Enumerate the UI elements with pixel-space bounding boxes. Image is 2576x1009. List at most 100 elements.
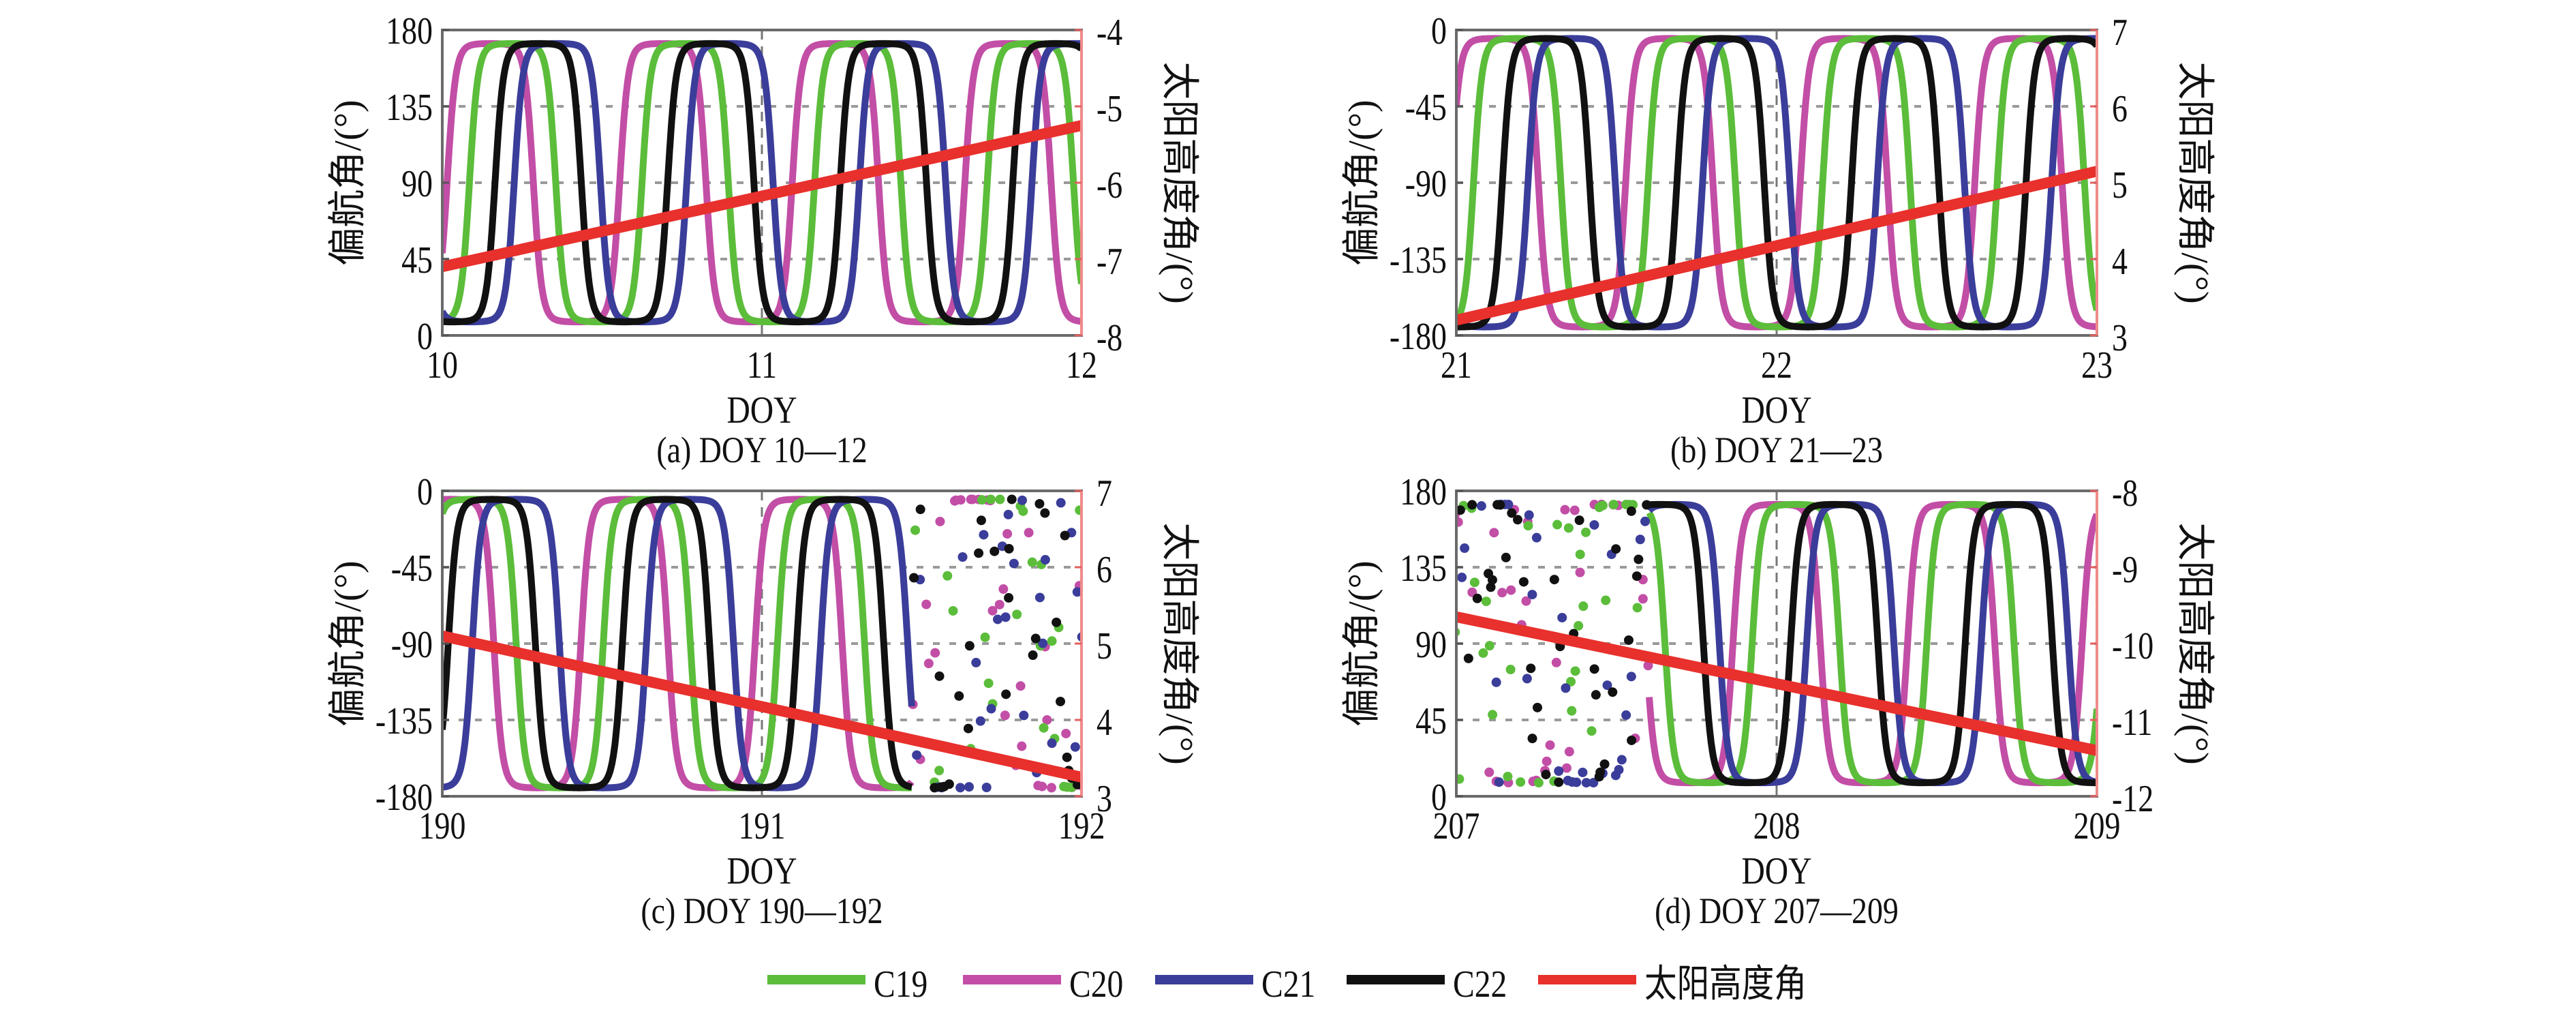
data-point-c19 <box>1566 676 1576 687</box>
data-point-c19 <box>1018 506 1028 516</box>
data-point-c19 <box>1469 577 1479 588</box>
data-point-c22 <box>1595 767 1606 777</box>
data-point-c22 <box>1589 664 1599 674</box>
y-tick-label-left: 180 <box>386 10 433 52</box>
data-point-c21 <box>1626 672 1636 682</box>
x-axis-title: DOY <box>726 390 797 432</box>
data-point-c19 <box>1456 774 1465 784</box>
data-point-c22 <box>1007 494 1017 504</box>
data-point-c20 <box>1456 517 1463 527</box>
series-line-sun-elevation <box>1456 611 2097 756</box>
data-point-c19 <box>1484 641 1494 651</box>
data-point-c21 <box>1621 710 1631 720</box>
data-point-c19 <box>1581 527 1591 537</box>
y-tick-label-left: -45 <box>391 547 433 590</box>
data-point-c20 <box>1542 756 1552 766</box>
data-point-c22 <box>1501 552 1511 562</box>
data-point-c21 <box>1457 572 1467 582</box>
data-point-c19 <box>1478 648 1488 658</box>
y-axis-title-left: 偏航角/(°) <box>327 100 369 265</box>
y-axis-title-left: 偏航角/(°) <box>1341 100 1383 265</box>
data-point-c21 <box>1056 498 1066 508</box>
data-point-c22 <box>1507 508 1517 518</box>
data-point-c21 <box>1531 532 1542 543</box>
data-point-c20 <box>1551 657 1561 667</box>
series-line-sun-elevation <box>442 120 1082 273</box>
data-point-c19 <box>1516 777 1526 787</box>
y-tick-label-left: 0 <box>417 471 433 513</box>
data-point-c22 <box>1541 770 1551 780</box>
data-point-c21 <box>1034 592 1045 603</box>
data-point-c22 <box>1608 687 1618 697</box>
plot-area <box>442 40 1082 326</box>
y-tick-label-right: 7 <box>1097 472 1112 515</box>
chart-panel-b: 0 -45 -90 -135 -180 7 6 5 4 3 21 22 23 DOY(b) DOY 21—… <box>1341 10 2215 470</box>
y-tick-label-right: -10 <box>2112 625 2153 667</box>
series-line-c19 <box>1456 35 2097 331</box>
data-point-c21 <box>1571 777 1582 787</box>
data-point-c20 <box>1002 528 1013 539</box>
data-point-c19 <box>995 494 1005 504</box>
data-point-c22 <box>1001 689 1011 699</box>
y-tick-label-right: 4 <box>2112 241 2128 283</box>
data-point-c20 <box>1506 585 1516 595</box>
data-point-c19 <box>1027 557 1037 567</box>
series-line-c22 <box>442 496 915 792</box>
y-tick-label-left: 0 <box>1431 10 1447 52</box>
data-point-c22 <box>1034 498 1045 509</box>
series-line-sun-elevation <box>1456 166 2097 326</box>
data-point-c22 <box>1456 505 1465 515</box>
data-point-c19 <box>983 678 994 689</box>
data-point-c20 <box>987 605 998 616</box>
legend-label: C21 <box>1261 964 1315 1006</box>
data-point-c20 <box>994 599 1005 609</box>
data-point-c22 <box>1533 702 1543 712</box>
series-line-c22 <box>1646 500 2097 787</box>
data-point-c21 <box>1524 510 1534 520</box>
series-line-c22 <box>442 40 1082 326</box>
y-tick-label-right: 7 <box>2112 12 2128 54</box>
data-point-c21 <box>986 704 996 714</box>
data-point-c19 <box>980 632 990 642</box>
data-point-c21 <box>964 782 974 792</box>
data-point-c19 <box>910 525 921 535</box>
data-point-c19 <box>1597 500 1608 511</box>
data-point-c22 <box>1527 734 1537 744</box>
y-tick-label-right: -11 <box>2112 702 2152 744</box>
data-point-c22 <box>1634 554 1644 564</box>
data-point-c21 <box>1000 612 1011 622</box>
data-point-c21 <box>1589 778 1599 788</box>
data-point-c22 <box>1030 633 1041 644</box>
data-point-c21 <box>1476 501 1486 511</box>
y-tick-label-left: 135 <box>1400 547 1447 590</box>
data-point-c22 <box>1626 506 1636 516</box>
x-tick-label: 22 <box>1761 344 1792 387</box>
data-point-c22 <box>1062 752 1072 762</box>
data-point-c22 <box>1060 530 1070 541</box>
x-tick-label: 21 <box>1441 344 1472 387</box>
y-tick-label-right: 4 <box>1097 702 1112 744</box>
x-tick-label: 209 <box>2074 805 2121 847</box>
y-tick-label-left: 45 <box>401 239 433 282</box>
data-point-c20 <box>1017 741 1027 751</box>
y-tick-label-right: 5 <box>1097 625 1112 667</box>
data-point-c22 <box>1591 690 1601 700</box>
legend-label: C19 <box>874 964 927 1006</box>
data-point-c20 <box>955 495 966 505</box>
data-point-c19 <box>1012 609 1022 620</box>
data-point-c19 <box>1505 665 1516 675</box>
x-axis-title: DOY <box>1741 390 1811 432</box>
panel-caption: (b) DOY 21—23 <box>1670 430 1883 470</box>
data-point-c22 <box>1472 593 1482 603</box>
data-point-c22 <box>1487 575 1497 585</box>
chart-panel-c: 0 -45 -90 -135 -180 7 6 5 4 3 190 191 192 DOY(c) DOY … <box>327 471 1200 931</box>
data-point-c21 <box>957 552 968 562</box>
data-point-c22 <box>990 546 1000 556</box>
data-point-c19 <box>1570 666 1580 676</box>
data-point-c20 <box>921 599 932 609</box>
data-point-c20 <box>1015 681 1026 691</box>
data-point-c21 <box>1554 766 1564 776</box>
data-point-c22 <box>1549 575 1559 585</box>
data-point-c22 <box>1631 571 1642 582</box>
data-point-c21 <box>912 750 922 760</box>
